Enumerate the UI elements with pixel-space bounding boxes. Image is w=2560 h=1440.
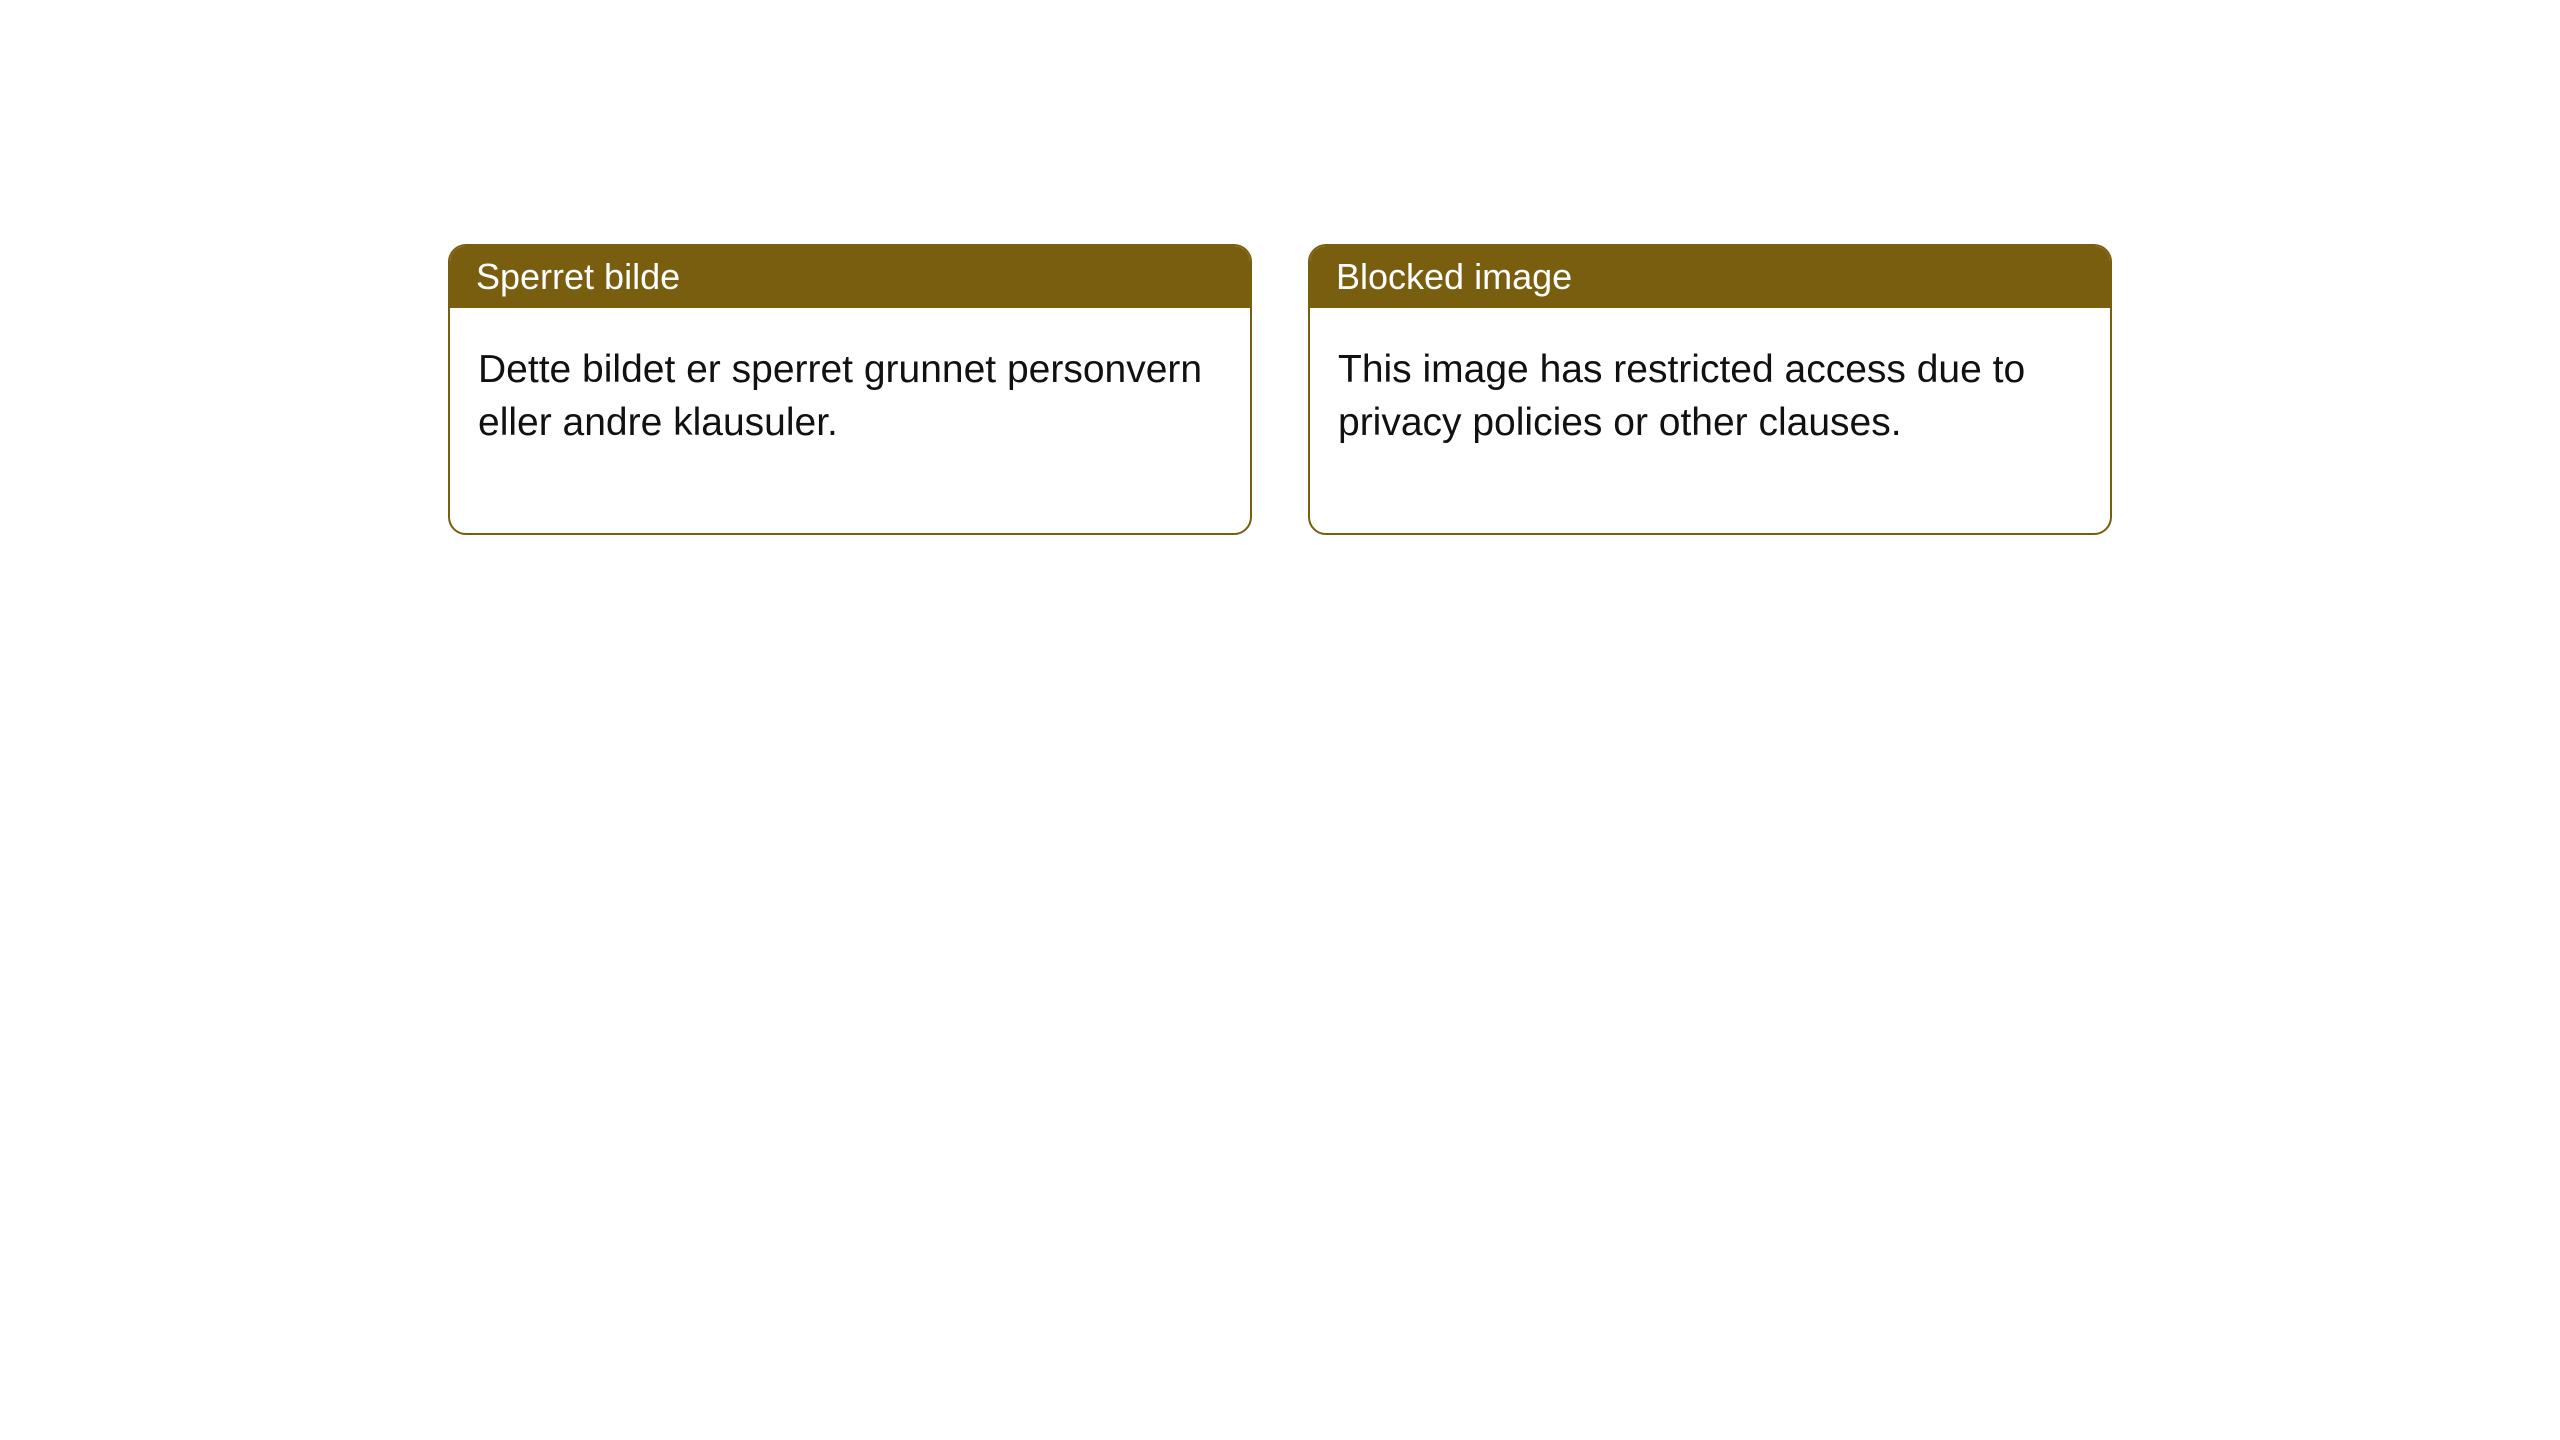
notice-body: This image has restricted access due to … [1310, 308, 2110, 533]
notice-message: Dette bildet er sperret grunnet personve… [478, 348, 1202, 444]
notice-body: Dette bildet er sperret grunnet personve… [450, 308, 1250, 533]
notice-cards-container: Sperret bilde Dette bildet er sperret gr… [448, 244, 2112, 535]
notice-header: Blocked image [1310, 246, 2110, 308]
notice-message: This image has restricted access due to … [1338, 348, 2025, 444]
notice-card-norwegian: Sperret bilde Dette bildet er sperret gr… [448, 244, 1252, 535]
notice-card-english: Blocked image This image has restricted … [1308, 244, 2112, 535]
notice-header: Sperret bilde [450, 246, 1250, 308]
notice-title: Blocked image [1336, 256, 1572, 297]
notice-title: Sperret bilde [476, 256, 680, 297]
